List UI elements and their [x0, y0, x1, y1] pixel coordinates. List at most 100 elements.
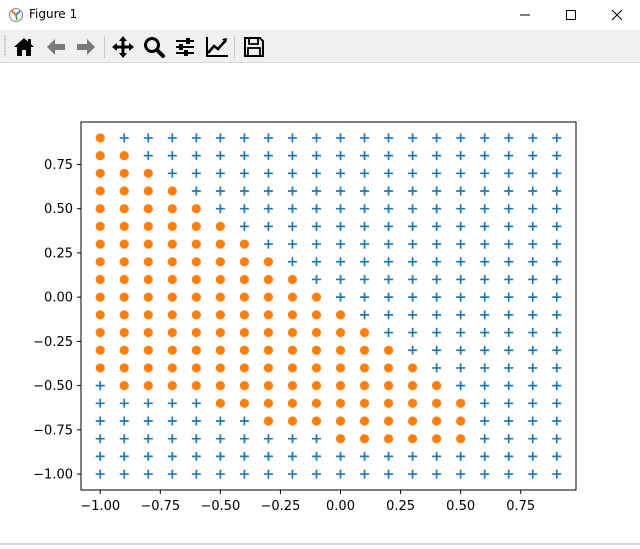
- circle-point: [167, 204, 177, 214]
- plus-point: [311, 186, 321, 196]
- circle-point: [287, 416, 298, 426]
- plus-point: [143, 398, 153, 408]
- scatter-plot[interactable]: −1.00 −0.75 −0.50 −0.25 0.00 0.25 0.50 0.75 −1.…: [0, 63, 640, 545]
- circle-point: [335, 345, 346, 355]
- zoom-button[interactable]: [141, 34, 167, 60]
- circle-point: [311, 310, 322, 320]
- plus-point: [263, 434, 273, 444]
- plus-point: [287, 239, 297, 249]
- circle-point: [432, 434, 442, 444]
- save-floppy-icon: [244, 37, 264, 57]
- plus-point: [528, 310, 538, 320]
- plus-point: [528, 257, 538, 267]
- plus-point: [552, 398, 562, 408]
- circle-point: [239, 239, 249, 249]
- toolbar-separator: [104, 36, 105, 58]
- circle-point: [359, 363, 370, 373]
- plus-point: [119, 133, 129, 143]
- plus-point: [408, 292, 418, 302]
- edit-axis-button[interactable]: [203, 34, 229, 60]
- plus-point: [360, 204, 370, 214]
- plus-point: [384, 168, 394, 178]
- circle-point: [215, 381, 225, 391]
- plus-point: [336, 186, 346, 196]
- plus-point: [528, 328, 538, 338]
- maximize-button[interactable]: [548, 0, 594, 30]
- plus-point: [215, 451, 225, 461]
- minimize-button[interactable]: [502, 0, 548, 30]
- plus-point: [311, 451, 321, 461]
- home-button[interactable]: [11, 34, 37, 60]
- plus-point: [432, 133, 442, 143]
- plus-point: [528, 398, 538, 408]
- circle-point: [383, 381, 394, 391]
- circle-point: [119, 274, 129, 285]
- circle-point: [215, 398, 225, 408]
- plus-point: [504, 168, 514, 178]
- plus-point: [456, 274, 466, 284]
- plus-point: [480, 204, 490, 214]
- circle-point: [239, 345, 249, 355]
- plus-point: [504, 451, 514, 461]
- plus-point: [456, 381, 466, 391]
- x-tick-label: 0.25: [386, 499, 415, 514]
- plus-point: [119, 469, 129, 479]
- circle-point: [191, 345, 201, 355]
- plus-point: [528, 434, 538, 444]
- plus-point: [504, 204, 514, 214]
- plus-point: [215, 186, 225, 196]
- circle-point: [408, 398, 418, 408]
- circle-point: [95, 221, 105, 231]
- circle-point: [383, 363, 394, 373]
- plus-point: [480, 451, 490, 461]
- plus-point: [191, 168, 201, 178]
- circle-point: [311, 381, 322, 391]
- plus-point: [528, 239, 538, 249]
- subplots-button[interactable]: [172, 34, 198, 60]
- circle-point: [143, 168, 153, 178]
- plus-point: [263, 239, 273, 249]
- minimize-icon: [520, 14, 530, 16]
- circle-point: [311, 416, 322, 426]
- plus-point: [552, 328, 562, 338]
- plus-point: [287, 434, 297, 444]
- plus-point: [167, 168, 177, 178]
- toolbar-grip: [4, 35, 6, 57]
- circle-point: [95, 168, 105, 178]
- circle-point: [432, 381, 442, 391]
- circle-point: [456, 434, 466, 444]
- plus-point: [143, 434, 153, 444]
- plus-point: [528, 221, 538, 231]
- plus-point: [167, 469, 177, 479]
- window-title: Figure 1: [29, 7, 78, 21]
- y-tick-label: 0.50: [44, 202, 73, 217]
- plus-point: [287, 469, 297, 479]
- circle-point: [335, 398, 346, 408]
- x-tick-label: −1.00: [80, 499, 120, 514]
- close-icon: [611, 9, 623, 21]
- figure-canvas[interactable]: −1.00 −0.75 −0.50 −0.25 0.00 0.25 0.50 0.75 −1.…: [0, 63, 640, 545]
- plus-point: [552, 239, 562, 249]
- plus-point: [95, 381, 105, 391]
- pan-button[interactable]: [110, 34, 136, 60]
- plus-point: [311, 168, 321, 178]
- axes-frame: [80, 121, 577, 491]
- circle-point: [167, 310, 177, 320]
- circle-point: [191, 239, 201, 249]
- plus-point: [191, 469, 201, 479]
- plus-point: [239, 451, 249, 461]
- circle-point: [119, 239, 129, 249]
- x-tick-label: −0.75: [140, 499, 180, 514]
- circle-point: [287, 345, 298, 355]
- plus-point: [336, 469, 346, 479]
- plus-point: [552, 257, 562, 267]
- forward-button[interactable]: [73, 34, 99, 60]
- close-button[interactable]: [594, 0, 640, 30]
- plus-point: [456, 451, 466, 461]
- back-button[interactable]: [43, 34, 69, 60]
- circle-point: [167, 363, 177, 373]
- plus-point: [432, 328, 442, 338]
- plus-point: [480, 221, 490, 231]
- save-button[interactable]: [241, 34, 267, 60]
- plus-point: [480, 239, 490, 249]
